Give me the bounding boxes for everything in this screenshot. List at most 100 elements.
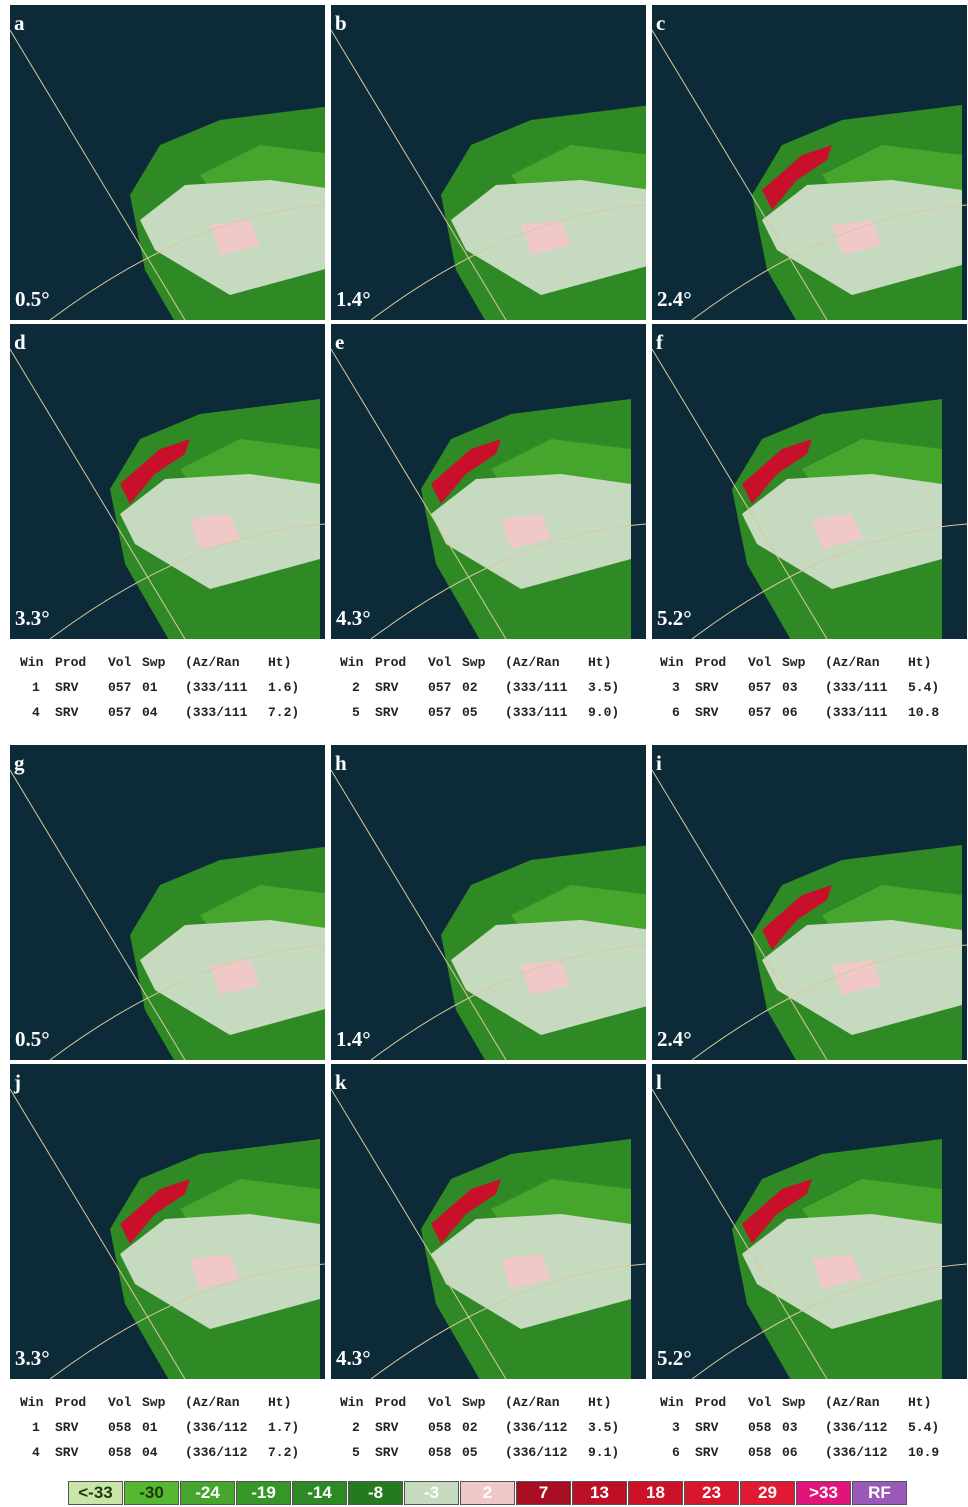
table-header: Vol: [108, 1395, 132, 1410]
radar-echo: [762, 145, 832, 210]
color-legend: <-33 -30 -24 -19 -14 -8 -3 2 7 13 18 23 29 >33 RF: [68, 1481, 908, 1505]
table-cell: (336/112: [825, 1445, 888, 1460]
radar-echo: [49, 944, 325, 1060]
radar-image: [652, 348, 967, 639]
table-cell: 3.5): [588, 680, 620, 695]
radar-echo: [832, 960, 882, 995]
radar-echo: [120, 439, 190, 504]
table-cell: (333/111: [505, 680, 568, 695]
panel-letter: h: [335, 751, 347, 775]
table-cell: 058: [428, 1420, 452, 1435]
table-header: Ht): [908, 655, 932, 670]
table-cell: 4: [32, 705, 40, 720]
radar-echo: [691, 204, 967, 320]
table-cell: 10.8: [908, 705, 940, 720]
radar-panel: g 0.5°: [10, 745, 325, 1060]
table-cell: 2: [352, 680, 360, 695]
table-cell: 3: [672, 1420, 680, 1435]
table-header: Ht): [268, 1395, 292, 1410]
elevation-label: 4.3°: [336, 606, 371, 630]
table-header: Prod: [375, 1395, 407, 1410]
radar-echo: [370, 1263, 646, 1379]
table-header: Swp: [142, 655, 166, 670]
table-cell: SRV: [375, 680, 399, 695]
table-cell: SRV: [55, 680, 79, 695]
table-header: Vol: [748, 655, 772, 670]
table-cell: 057: [108, 680, 132, 695]
radar-echo: [691, 1263, 967, 1379]
table-cell: 3.5): [588, 1420, 620, 1435]
radar-echo: [120, 1179, 190, 1244]
table-cell: SRV: [375, 1420, 399, 1435]
table-cell: 9.1): [588, 1445, 620, 1460]
table-cell: SRV: [55, 1445, 79, 1460]
table-cell: (333/111: [825, 680, 888, 695]
table-header: Prod: [695, 655, 727, 670]
table-header: Ht): [908, 1395, 932, 1410]
table-header: Ht): [588, 655, 612, 670]
table-cell: 1.6): [268, 680, 300, 695]
table-header: Prod: [375, 655, 407, 670]
table-header: Vol: [108, 655, 132, 670]
table-cell: 02: [462, 680, 478, 695]
table-header: Ht): [588, 1395, 612, 1410]
radar-echo: [49, 204, 325, 320]
radar-image: [331, 1088, 646, 1379]
radar-image: [331, 29, 646, 320]
radar-echo: [812, 1254, 862, 1289]
table-cell: (336/112: [185, 1445, 248, 1460]
radar-echo: [331, 348, 507, 639]
table-cell: 5.4): [908, 680, 940, 695]
radar-echo: [331, 1088, 507, 1379]
panel-letter: l: [656, 1070, 662, 1094]
elevation-label: 0.5°: [15, 1027, 50, 1051]
table-cell: 2: [352, 1420, 360, 1435]
radar-panel: h 1.4°: [331, 745, 646, 1060]
table-cell: 7.2): [268, 1445, 300, 1460]
table-cell: SRV: [695, 680, 719, 695]
radar-panel: l 5.2°: [652, 1064, 967, 1379]
radar-echo: [652, 769, 828, 1060]
table-cell: SRV: [695, 1445, 719, 1460]
table-cell: 05: [462, 1445, 478, 1460]
radar-echo: [10, 769, 186, 1060]
radar-image: [652, 1088, 967, 1379]
table-header: Win: [660, 1395, 684, 1410]
table-header: Swp: [142, 1395, 166, 1410]
table-cell: 6: [672, 705, 680, 720]
legend-swatch: RF: [852, 1481, 907, 1505]
table-cell: 058: [748, 1445, 772, 1460]
info-table: Win Prod Vol Swp (Az/Ran Ht) Win Prod Vol Swp (Az/…: [10, 645, 967, 725]
legend-swatch: -19: [236, 1481, 291, 1505]
radar-echo: [370, 944, 646, 1060]
radar-image: [10, 29, 325, 320]
elevation-label: 1.4°: [336, 287, 371, 311]
legend-swatch: 13: [572, 1481, 627, 1505]
radar-echo: [49, 1263, 325, 1379]
radar-echo: [331, 29, 507, 320]
table-header: (Az/Ran: [185, 655, 240, 670]
legend-swatch: -3: [404, 1481, 459, 1505]
legend-swatch: <-33: [68, 1481, 123, 1505]
table-header: (Az/Ran: [825, 655, 880, 670]
table-cell: 057: [108, 705, 132, 720]
table-cell: 057: [428, 705, 452, 720]
radar-echo: [210, 960, 260, 995]
table-cell: 01: [142, 1420, 158, 1435]
radar-echo: [10, 348, 186, 639]
table-header: Vol: [428, 1395, 452, 1410]
elevation-label: 1.4°: [336, 1027, 371, 1051]
elevation-label: 4.3°: [336, 1346, 371, 1370]
table-cell: (336/112: [505, 1420, 568, 1435]
radar-echo: [812, 514, 862, 549]
table-cell: 1: [32, 680, 40, 695]
radar-image: [10, 348, 325, 639]
table-header: Swp: [782, 1395, 806, 1410]
panel-letter: f: [656, 330, 663, 354]
radar-echo: [762, 885, 832, 950]
elevation-label: 0.5°: [15, 287, 50, 311]
radar-echo: [49, 523, 325, 639]
panel-letter: j: [14, 1070, 21, 1094]
radar-panel: i 2.4°: [652, 745, 967, 1060]
table-header: Win: [20, 1395, 44, 1410]
